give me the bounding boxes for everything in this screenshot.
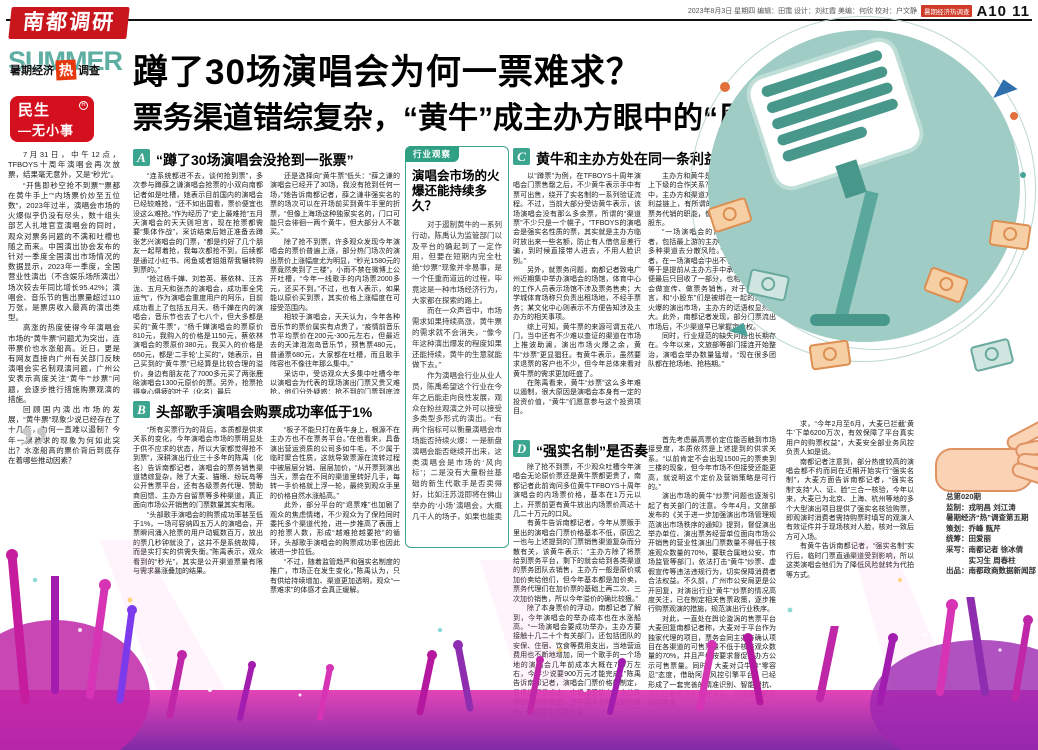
section-b-col1: “所有买票行为的背后，本质都是供求关系的变化，今年演唱会市场的票明显处于供不应求… [133, 426, 263, 722]
credits-block: 总第020期 监制：戎明昌 刘江涛 暑期经济“热”调查第五期 策划：乔峰 甄芹 统筹：田… [946, 492, 1036, 576]
summer-logo: SUMMER 暑期经济 热 调查 [8, 44, 123, 90]
concert-crowd-illustration [0, 540, 1038, 750]
quote-mark-icon: ” [18, 413, 50, 490]
section-c-badge: C [513, 148, 530, 165]
hot-icon: 热 [55, 59, 77, 81]
series-badge: 暑期经济热调查 [920, 5, 973, 17]
page-number: A10 11 [976, 2, 1030, 20]
paper-bird-icon [988, 75, 1018, 99]
masthead-logo: 南都调研 [8, 7, 130, 39]
headline-line1: 蹲了30场演唱会为何一票难求？ [133, 53, 642, 92]
registered-mark-icon: R [79, 101, 88, 110]
microphone-base [810, 314, 890, 326]
minsheng-line2: —无小事 [18, 123, 75, 138]
microphone-stand [834, 190, 879, 320]
section-c-col1: 以“蹲票”为例，在TFBOYS十周年演唱会门票售罄之后，不少黄牛表示手中有票可出… [513, 172, 641, 434]
dateline: 2023年8月3日 星期四 编辑：田霭 设计：刘红霞 美编：何欣 校对：户文静 … [688, 2, 1030, 20]
section-c-col2: 主办方和黄牛是否在某种程度上处于上下级的合作关系？在演唱会的运作过程中，主办方和… [648, 172, 776, 434]
dateline-text: 2023年8月3日 星期四 编辑：田霭 设计：刘红霞 美编：何欣 校对：户文静 [687, 8, 917, 15]
section-b-title: 头部歌手演唱会购票成功率低于1% [156, 404, 373, 420]
summer-overlay-right: 调查 [78, 65, 100, 77]
section-a-col1: “连系统都进不去，谈何抢到票”，多次参与蹲薛之谦演唱会抢票的小双向南都记者如是吐… [133, 172, 263, 394]
orange-dot-icon [720, 82, 730, 92]
microphone-neck [835, 159, 867, 199]
section-d-title: “强实名制”是否奏效？ [536, 443, 676, 459]
minsheng-line1: 民生 [18, 102, 51, 119]
open-hand-icon [895, 418, 1038, 492]
banknote-icon [969, 337, 1015, 373]
section-d-col3: 求，“今年2月至6月，大麦已拦截‘黄牛’下单6200万次，有效保障了平台真实用户… [786, 420, 914, 588]
summer-overlay-left: 暑期经济 [10, 65, 54, 77]
banknote-icon [808, 339, 852, 371]
top-rule [6, 19, 1032, 21]
observer-box: 行业观察 演唱会市场的火爆还能持续多久？ 对于遏制黄牛的一系列行动，陈禹认为监管… [405, 146, 509, 548]
headline-line2: 票务渠道错综复杂，“黄牛”成主办方眼中的“风险投资人” [133, 102, 883, 135]
section-a-col2: 还是选择向“黄牛票”低头：“薛之谦的演唱会已经开了30场，我没有抢到任何一场，”… [270, 172, 400, 394]
observer-box-tail [460, 545, 486, 579]
section-a-badge: A [133, 149, 150, 166]
section-c-title: 黄牛和主办方处在同一条利益链？ [536, 151, 746, 167]
section-d-badge: D [513, 440, 530, 457]
teal-dot-icon [1020, 172, 1026, 178]
left-rail: SUMMER 暑期经济 热 调查 民生 —无小事 R 7月31日，中午12点，T… [8, 44, 123, 466]
section-b-col2: “板子不能只打在黄牛身上，根源不在主办方也不在票务平台。”在他看来，具备演出营运… [270, 426, 400, 722]
minsheng-badge: 民生 —无小事 R [10, 96, 94, 142]
section-d-col2: 首先考虑最高票价定位能否触到市场接受度，本质依然是上述提到的供求关系。“以前肯定… [648, 436, 776, 725]
orange-dot-icon [1010, 112, 1018, 120]
section-a-title: “蹲了30场演唱会没抢到一张票” [156, 152, 354, 168]
observer-box-label: 行业观察 [405, 146, 460, 162]
intro-text: 7月31日，中午12点，TFBOYS十周年演唱会再次放票，结果毫无意外，又是“秒… [8, 150, 120, 466]
observer-box-title: 演唱会市场的火爆还能持续多久？ [412, 169, 500, 213]
observer-box-body: 对于遏制黄牛的一系列行动，陈禹认为监管部门以及平台的确起到了一定作用，但要在短期… [412, 220, 502, 520]
banknote-icon [988, 219, 1032, 251]
section-b-badge: B [133, 401, 150, 418]
banknote-icon [922, 265, 970, 305]
